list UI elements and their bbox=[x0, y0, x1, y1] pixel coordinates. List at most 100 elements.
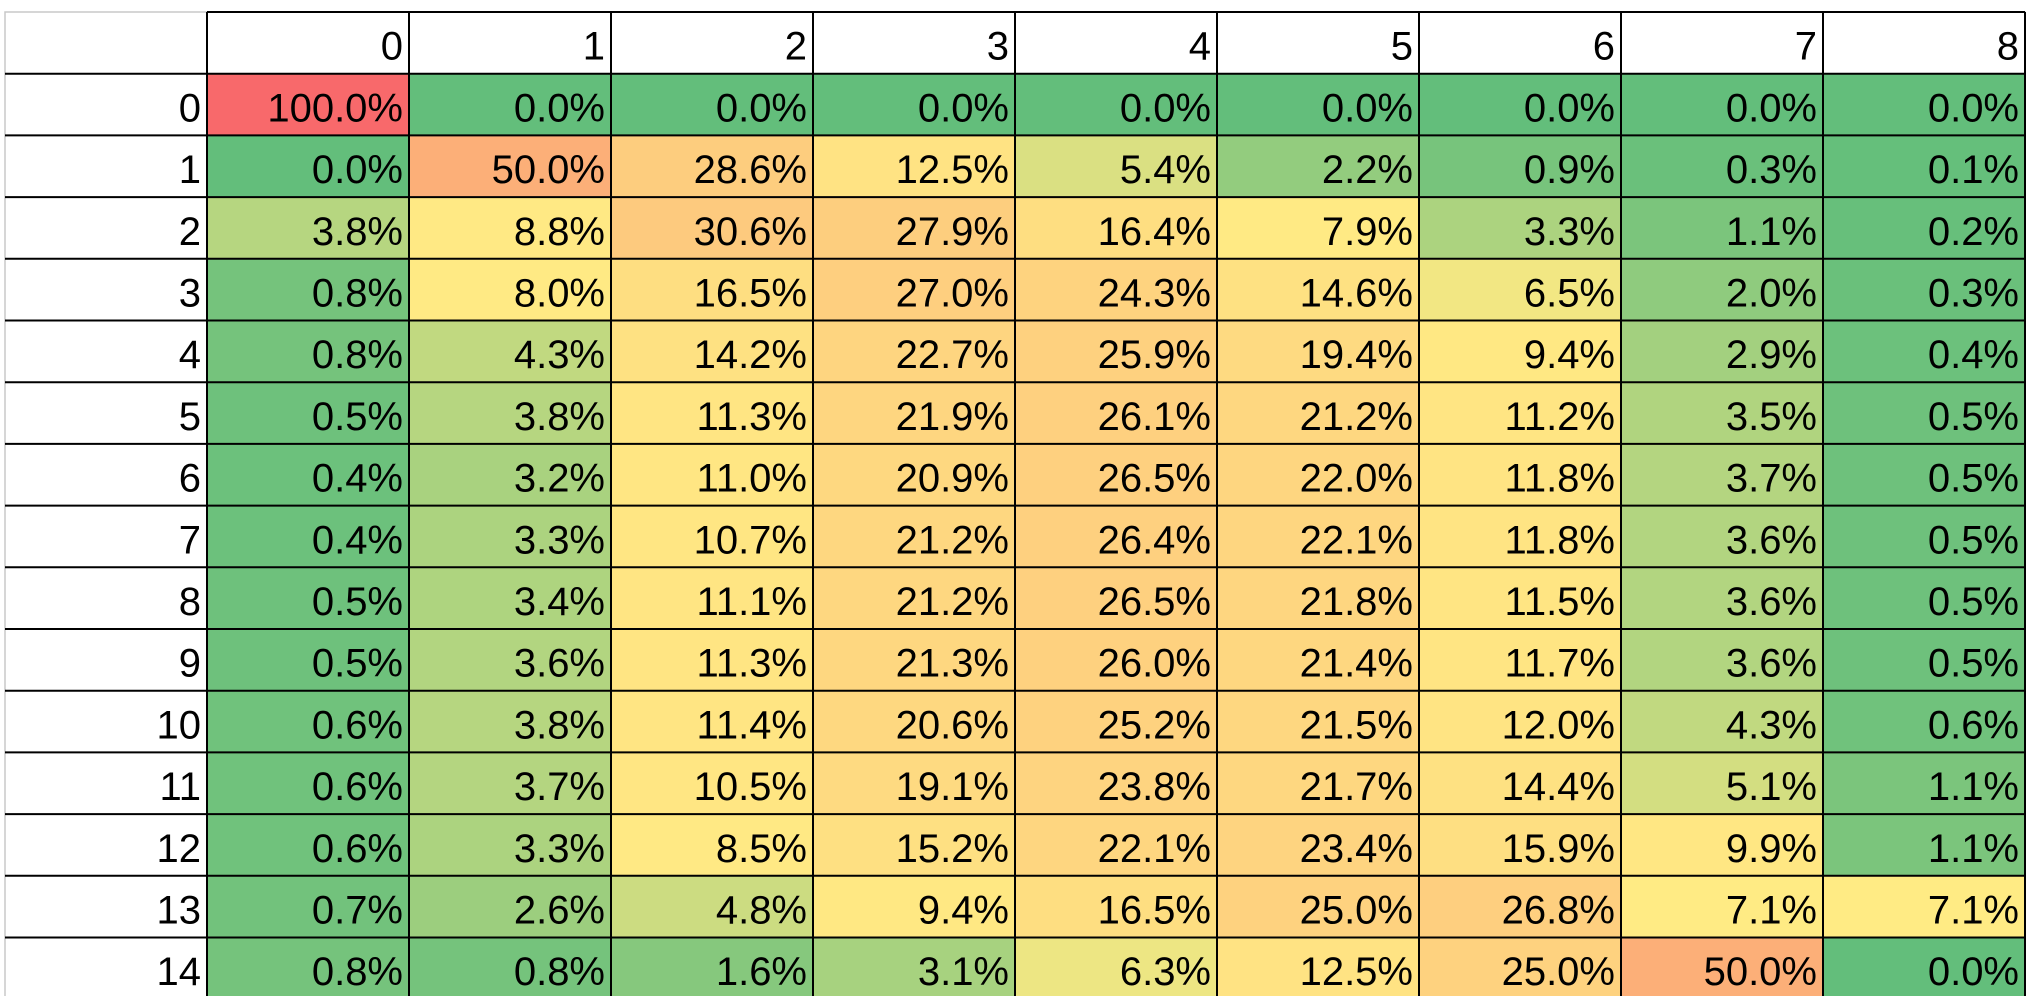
row-label: 11 bbox=[159, 765, 201, 809]
heatmap-cell bbox=[611, 937, 813, 996]
cell-value-label: 21.8% bbox=[1300, 580, 1413, 624]
heatmap-cell bbox=[813, 320, 1015, 383]
heatmap-cell bbox=[1823, 443, 2025, 506]
heatmap-cell bbox=[1217, 814, 1419, 876]
cell-value-label: 10.7% bbox=[694, 518, 807, 562]
heatmap-cell bbox=[813, 258, 1015, 321]
heatmap-cell bbox=[813, 443, 1015, 506]
heatmap-cell bbox=[409, 690, 611, 753]
heatmap-cell bbox=[813, 690, 1015, 753]
heatmap-cell bbox=[1823, 505, 2025, 568]
cell-value-label: 3.6% bbox=[1726, 642, 1817, 686]
cell-value-label: 2.6% bbox=[514, 889, 605, 933]
cell-value-label: 4.3% bbox=[514, 333, 605, 377]
heatmap-cell bbox=[1015, 505, 1217, 568]
cell-value-label: 1.1% bbox=[1928, 765, 2019, 809]
cell-value-label: 26.8% bbox=[1502, 889, 1615, 933]
cell-value-label: 0.5% bbox=[1928, 642, 2019, 686]
cell-value-label: 2.0% bbox=[1726, 272, 1817, 316]
cell-value-label: 0.6% bbox=[312, 765, 403, 809]
heatmap-cell bbox=[813, 567, 1015, 629]
heatmap-cell bbox=[611, 875, 813, 938]
heatmap-cell bbox=[1621, 73, 1823, 136]
column-label: 1 bbox=[583, 25, 605, 69]
cell-value-label: 3.2% bbox=[514, 457, 605, 501]
heatmap-cell bbox=[207, 814, 409, 876]
heatmap-cell bbox=[813, 629, 1015, 691]
heatmap-cell bbox=[207, 197, 409, 259]
heatmap-cell bbox=[1823, 937, 2025, 996]
heatmap-cell bbox=[1015, 752, 1217, 815]
heatmap-cell bbox=[813, 382, 1015, 444]
cell-value-label: 14.6% bbox=[1300, 272, 1413, 316]
heatmap-cell bbox=[207, 135, 409, 198]
heatmap-cell bbox=[409, 73, 611, 136]
heatmap-cell bbox=[1621, 320, 1823, 383]
cell-value-label: 0.0% bbox=[514, 86, 605, 130]
heatmap-cell bbox=[813, 73, 1015, 136]
heatmap-cell bbox=[409, 814, 611, 876]
heatmap-cell bbox=[1217, 629, 1419, 691]
row-label: 3 bbox=[179, 272, 201, 316]
cell-value-label: 3.7% bbox=[1726, 457, 1817, 501]
cell-value-label: 20.9% bbox=[896, 457, 1009, 501]
heatmap-cell bbox=[207, 752, 409, 815]
cell-value-label: 0.8% bbox=[312, 272, 403, 316]
cell-value-label: 22.1% bbox=[1098, 827, 1211, 871]
cell-value-label: 0.5% bbox=[312, 642, 403, 686]
cell-value-label: 0.5% bbox=[1928, 580, 2019, 624]
cell-value-label: 9.9% bbox=[1726, 827, 1817, 871]
heatmap-cell bbox=[611, 382, 813, 444]
cell-value-label: 26.0% bbox=[1098, 642, 1211, 686]
heatmap-cell bbox=[1823, 814, 2025, 876]
row-label: 9 bbox=[179, 642, 201, 686]
heatmap-cell bbox=[813, 814, 1015, 876]
cell-value-label: 3.6% bbox=[1726, 518, 1817, 562]
cell-value-label: 12.5% bbox=[896, 148, 1009, 192]
heatmap-cell bbox=[1823, 567, 2025, 629]
row-label-background bbox=[5, 73, 207, 996]
heatmap-cell bbox=[1823, 629, 2025, 691]
cell-value-label: 7.1% bbox=[1726, 889, 1817, 933]
cell-value-label: 0.5% bbox=[1928, 518, 2019, 562]
heatmap-cell bbox=[611, 258, 813, 321]
cell-value-label: 26.5% bbox=[1098, 457, 1211, 501]
heatmap-cell bbox=[813, 937, 1015, 996]
heatmap-cell bbox=[207, 320, 409, 383]
cell-value-label: 0.9% bbox=[1524, 148, 1615, 192]
cell-value-label: 3.6% bbox=[514, 642, 605, 686]
cell-value-label: 0.3% bbox=[1928, 272, 2019, 316]
cell-value-label: 25.0% bbox=[1300, 889, 1413, 933]
cell-value-label: 0.6% bbox=[1928, 703, 2019, 747]
heatmap-cell bbox=[1823, 752, 2025, 815]
heatmap-cell bbox=[1621, 875, 1823, 938]
column-label: 4 bbox=[1189, 25, 1211, 69]
heatmap-cell bbox=[1621, 135, 1823, 198]
cell-value-label: 14.4% bbox=[1502, 765, 1615, 809]
row-label: 10 bbox=[157, 703, 202, 747]
cell-value-label: 22.0% bbox=[1300, 457, 1413, 501]
heatmap-cell bbox=[1621, 567, 1823, 629]
cell-value-label: 21.2% bbox=[896, 518, 1009, 562]
cell-value-label: 10.5% bbox=[694, 765, 807, 809]
cell-value-label: 25.0% bbox=[1502, 950, 1615, 994]
heatmap-cell bbox=[409, 505, 611, 568]
column-label: 8 bbox=[1997, 25, 2019, 69]
heatmap-cell bbox=[1217, 505, 1419, 568]
heatmap-cell bbox=[813, 135, 1015, 198]
heatmap-cell bbox=[1823, 320, 2025, 383]
cell-value-label: 27.0% bbox=[896, 272, 1009, 316]
cell-value-label: 11.2% bbox=[1505, 395, 1615, 439]
column-label: 3 bbox=[987, 25, 1009, 69]
column-label: 5 bbox=[1391, 25, 1413, 69]
heatmap-cell bbox=[1419, 73, 1621, 136]
cell-value-label: 0.0% bbox=[1524, 86, 1615, 130]
heatmap-cell bbox=[1217, 197, 1419, 259]
cell-value-label: 0.5% bbox=[1928, 395, 2019, 439]
heatmap-cell bbox=[813, 875, 1015, 938]
cell-value-label: 21.9% bbox=[896, 395, 1009, 439]
column-label: 0 bbox=[381, 25, 403, 69]
cell-value-label: 1.1% bbox=[1726, 210, 1817, 254]
heatmap-cell bbox=[207, 505, 409, 568]
heatmap-cell bbox=[1621, 382, 1823, 444]
